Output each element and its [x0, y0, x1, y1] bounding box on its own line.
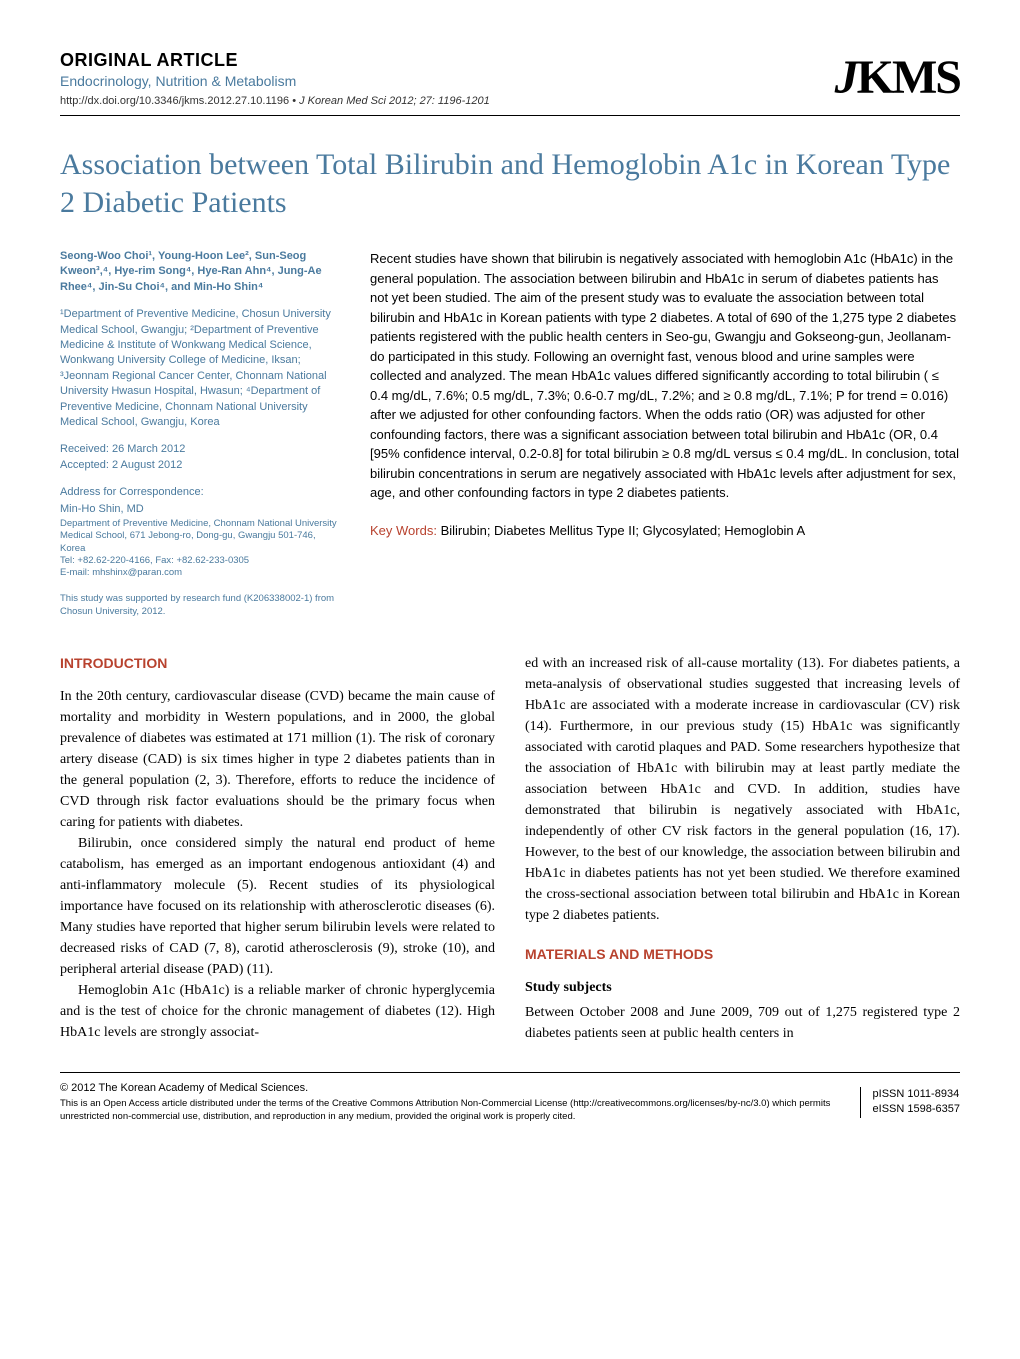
header-bar: ORIGINAL ARTICLE Endocrinology, Nutritio… — [60, 50, 960, 116]
correspondence-email: E-mail: mhshinx@paran.com — [60, 567, 340, 579]
correspondence-address: Department of Preventive Medicine, Chonn… — [60, 518, 340, 555]
introduction-heading: INTRODUCTION — [60, 653, 495, 674]
article-title: Association between Total Bilirubin and … — [60, 146, 960, 221]
dates-block: Received: 26 March 2012 Accepted: 2 Augu… — [60, 442, 340, 473]
pissn: pISSN 1011-8934 — [873, 1087, 960, 1102]
footer: © 2012 The Korean Academy of Medical Sci… — [60, 1072, 960, 1123]
intro-para-3-cont: ed with an increased risk of all-cause m… — [525, 653, 960, 926]
affiliations: ¹Department of Preventive Medicine, Chos… — [60, 307, 340, 430]
left-column: INTRODUCTION In the 20th century, cardio… — [60, 653, 495, 1044]
footer-left: © 2012 The Korean Academy of Medical Sci… — [60, 1081, 840, 1123]
doi-citation: http://dx.doi.org/10.3346/jkms.2012.27.1… — [60, 95, 835, 107]
received-date: Received: 26 March 2012 — [60, 442, 340, 457]
doi: http://dx.doi.org/10.3346/jkms.2012.27.1… — [60, 95, 289, 107]
subjects-subheading: Study subjects — [525, 977, 960, 998]
methods-heading: MATERIALS AND METHODS — [525, 944, 960, 965]
correspondence-heading: Address for Correspondence: — [60, 485, 340, 500]
keywords-label: Key Words: — [370, 523, 437, 538]
right-column: ed with an increased risk of all-cause m… — [525, 653, 960, 1044]
copyright: © 2012 The Korean Academy of Medical Sci… — [60, 1081, 840, 1095]
journal-logo: JKMS — [835, 50, 960, 105]
intro-para-3: Hemoglobin A1c (HbA1c) is a reliable mar… — [60, 980, 495, 1043]
meta-column: Seong-Woo Choi¹, Young-Hoon Lee², Sun-Se… — [60, 249, 340, 618]
abstract-text: Recent studies have shown that bilirubin… — [370, 249, 960, 503]
accepted-date: Accepted: 2 August 2012 — [60, 458, 340, 473]
subject-area: Endocrinology, Nutrition & Metabolism — [60, 73, 835, 89]
keywords-text: Bilirubin; Diabetes Mellitus Type II; Gl… — [441, 523, 806, 538]
authors: Seong-Woo Choi¹, Young-Hoon Lee², Sun-Se… — [60, 249, 340, 295]
correspondence-name: Min-Ho Shin, MD — [60, 502, 340, 517]
citation: J Korean Med Sci 2012; 27: 1196-1201 — [299, 95, 490, 107]
article-type: ORIGINAL ARTICLE — [60, 50, 835, 71]
intro-para-1: In the 20th century, cardiovascular dise… — [60, 686, 495, 833]
intro-para-2: Bilirubin, once considered simply the na… — [60, 833, 495, 980]
abstract-column: Recent studies have shown that bilirubin… — [370, 249, 960, 618]
correspondence-block: Address for Correspondence: Min-Ho Shin,… — [60, 485, 340, 580]
subjects-para-1: Between October 2008 and June 2009, 709 … — [525, 1002, 960, 1044]
correspondence-tel: Tel: +82.62-220-4166, Fax: +82.62-233-03… — [60, 555, 340, 567]
funding-statement: This study was supported by research fun… — [60, 592, 340, 619]
body-columns: INTRODUCTION In the 20th century, cardio… — [60, 653, 960, 1044]
header-left: ORIGINAL ARTICLE Endocrinology, Nutritio… — [60, 50, 835, 107]
eissn: eISSN 1598-6357 — [873, 1102, 960, 1117]
meta-abstract-row: Seong-Woo Choi¹, Young-Hoon Lee², Sun-Se… — [60, 249, 960, 618]
issn-box: pISSN 1011-8934 eISSN 1598-6357 — [860, 1087, 960, 1118]
keywords-block: Key Words: Bilirubin; Diabetes Mellitus … — [370, 521, 960, 541]
license-text: This is an Open Access article distribut… — [60, 1098, 840, 1123]
